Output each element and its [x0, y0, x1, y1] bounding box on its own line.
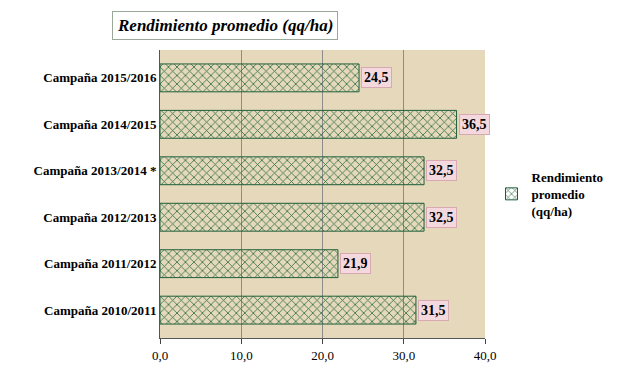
- svg-text:32,5: 32,5: [429, 163, 454, 178]
- svg-text:Campaña 2014/2015: Campaña 2014/2015: [43, 117, 157, 132]
- svg-text:0,0: 0,0: [152, 348, 168, 363]
- svg-text:31,5: 31,5: [421, 303, 446, 318]
- svg-text:Campaña 2013/2014 *: Campaña 2013/2014 *: [34, 163, 157, 178]
- svg-text:10,0: 10,0: [230, 348, 253, 363]
- svg-text:24,5: 24,5: [364, 70, 389, 85]
- svg-text:30,0: 30,0: [392, 348, 415, 363]
- svg-text:Campaña 2012/2013: Campaña 2012/2013: [43, 210, 157, 225]
- svg-text:Campaña 2015/2016: Campaña 2015/2016: [43, 70, 157, 85]
- svg-text:36,5: 36,5: [462, 117, 487, 132]
- svg-text:20,0: 20,0: [311, 348, 334, 363]
- svg-text:21,9: 21,9: [343, 256, 368, 271]
- svg-text:Campaña 2011/2012: Campaña 2011/2012: [44, 256, 156, 271]
- svg-text:32,5: 32,5: [429, 210, 454, 225]
- svg-text:Rendimientopromedio(qq/ha): Rendimientopromedio(qq/ha): [532, 170, 604, 219]
- svg-text:40,0: 40,0: [474, 348, 497, 363]
- svg-text:Campaña 2010/2011: Campaña 2010/2011: [44, 303, 156, 318]
- svg-text:Rendimiento promedio (qq/ha): Rendimiento promedio (qq/ha): [117, 16, 333, 35]
